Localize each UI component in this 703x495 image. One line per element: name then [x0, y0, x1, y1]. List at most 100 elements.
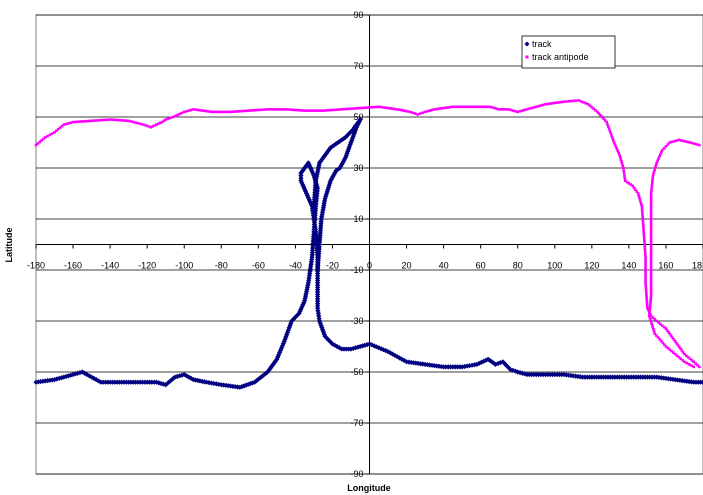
point-track-antipode-1-82	[649, 298, 653, 302]
point-track-antipode-0-27	[92, 119, 96, 122]
point-track-0-148	[306, 273, 312, 279]
point-track-1-16	[315, 166, 321, 173]
point-track-antipode-0-31	[101, 118, 105, 122]
point-track-antipode-0-158	[393, 107, 397, 111]
point-track-antipode-0-132	[333, 108, 337, 112]
point-track-0-428	[674, 377, 681, 383]
point-track-0-431	[681, 378, 688, 384]
point-track-antipode-1-10	[675, 139, 678, 142]
point-track-antipode-0-204	[500, 108, 503, 111]
point-track-antipode-1-20	[658, 155, 661, 158]
point-track-antipode-1-4	[688, 141, 692, 144]
point-track-0-79	[213, 381, 219, 387]
point-track-1-79	[324, 189, 330, 195]
point-track-antipode-0-106	[273, 108, 276, 111]
y-tick-label-4: 10	[353, 214, 363, 224]
point-track-antipode-0-180	[444, 106, 448, 110]
point-track-antipode-0-201	[493, 106, 496, 110]
point-track-antipode-0-319	[644, 267, 647, 271]
x-tick-label-11: 40	[439, 261, 449, 271]
point-track-antipode-0-231	[562, 100, 566, 103]
point-track-antipode-0-10	[55, 129, 58, 133]
point-track-0-323	[434, 363, 440, 369]
point-track-antipode-0-149	[372, 105, 376, 109]
point-track-0-114	[277, 347, 284, 353]
point-track-antipode-0-33	[106, 118, 110, 122]
point-track-antipode-0-116	[296, 108, 300, 112]
point-track-0-384	[573, 373, 579, 379]
point-track-antipode-1-34	[650, 187, 653, 190]
point-track-antipode-1-96	[652, 330, 656, 333]
point-track-antipode-1-59	[649, 245, 653, 249]
point-track-antipode-0-96	[250, 109, 253, 112]
point-track-antipode-0-328	[644, 288, 648, 292]
point-track-1-81	[323, 193, 329, 199]
point-track-antipode-0-145	[363, 106, 367, 110]
point-track-antipode-0-368	[694, 362, 697, 365]
point-track-antipode-0-72	[194, 108, 198, 111]
x-tick-label-15: 120	[584, 261, 599, 271]
point-track-0-358	[512, 368, 518, 374]
point-track-antipode-1-105	[666, 346, 670, 350]
point-track-antipode-1-85	[648, 305, 652, 309]
point-track-antipode-1-114	[683, 360, 686, 364]
point-track-antipode-0-315	[644, 258, 647, 261]
point-track-0-424	[665, 376, 671, 382]
point-track-antipode-0-261	[612, 141, 616, 144]
point-track-0-292	[362, 342, 368, 348]
point-track-antipode-0-294	[640, 209, 644, 213]
point-track-1-11	[313, 178, 319, 184]
point-track-0-316	[417, 361, 424, 367]
point-track-antipode-1-113	[681, 358, 684, 362]
point-track-1-13	[314, 173, 320, 179]
point-track-antipode-0-172	[426, 109, 429, 113]
point-track-antipode-1-95	[652, 327, 655, 331]
point-track-antipode-1-15	[664, 145, 668, 148]
point-track-0-112	[276, 352, 282, 358]
point-track-antipode-1-28	[652, 172, 655, 175]
point-track-antipode-0-324	[644, 279, 647, 282]
point-track-antipode-0-193	[474, 105, 478, 109]
point-track-antipode-0-270	[620, 160, 623, 163]
point-track-antipode-0-336	[646, 306, 649, 310]
point-track-0-18	[75, 370, 81, 376]
point-track-antipode-0-192	[472, 105, 476, 109]
point-track-antipode-0-6	[46, 134, 49, 138]
point-track-antipode-0-213	[521, 109, 524, 112]
point-track-antipode-0-97	[252, 109, 256, 112]
point-track-0-185	[315, 185, 321, 191]
point-track-antipode-0-334	[645, 302, 649, 305]
point-track-antipode-0-305	[642, 235, 646, 238]
point-track-antipode-0-283	[632, 186, 636, 190]
point-track-1-57	[346, 144, 352, 150]
point-track-antipode-0-163	[404, 109, 408, 113]
point-track-0-53	[156, 380, 162, 386]
point-track-antipode-1-18	[660, 150, 663, 154]
point-track-antipode-0-340	[649, 314, 653, 318]
point-track-antipode-0-165	[408, 110, 412, 114]
point-track-antipode-0-35	[111, 118, 114, 122]
point-track-0-85	[227, 383, 234, 389]
point-track-antipode-0-196	[481, 105, 485, 109]
point-track-antipode-0-94	[245, 109, 249, 113]
point-track-antipode-1-111	[677, 355, 681, 359]
point-track-antipode-0-75	[201, 109, 205, 112]
point-track-antipode-0-169	[418, 112, 422, 115]
point-track-antipode-0-260	[611, 138, 615, 142]
point-track-0-357	[510, 367, 516, 373]
point-track-antipode-0-44	[132, 120, 135, 124]
point-track-antipode-0-37	[115, 118, 119, 122]
point-track-0-344	[483, 357, 489, 363]
point-track-antipode-1-115	[685, 361, 689, 365]
point-track-antipode-1-61	[649, 250, 653, 253]
point-track-1-63	[341, 157, 347, 163]
point-track-1-17	[315, 164, 322, 170]
point-track-antipode-0-222	[541, 103, 545, 107]
point-track-antipode-0-217	[530, 106, 533, 110]
point-track-antipode-1-11	[672, 139, 676, 143]
point-track-antipode-0-266	[617, 151, 620, 155]
point-track-antipode-0-171	[423, 110, 427, 114]
point-track-0-338	[469, 362, 475, 368]
point-track-antipode-0-91	[238, 109, 242, 113]
point-track-0-287	[350, 345, 356, 352]
